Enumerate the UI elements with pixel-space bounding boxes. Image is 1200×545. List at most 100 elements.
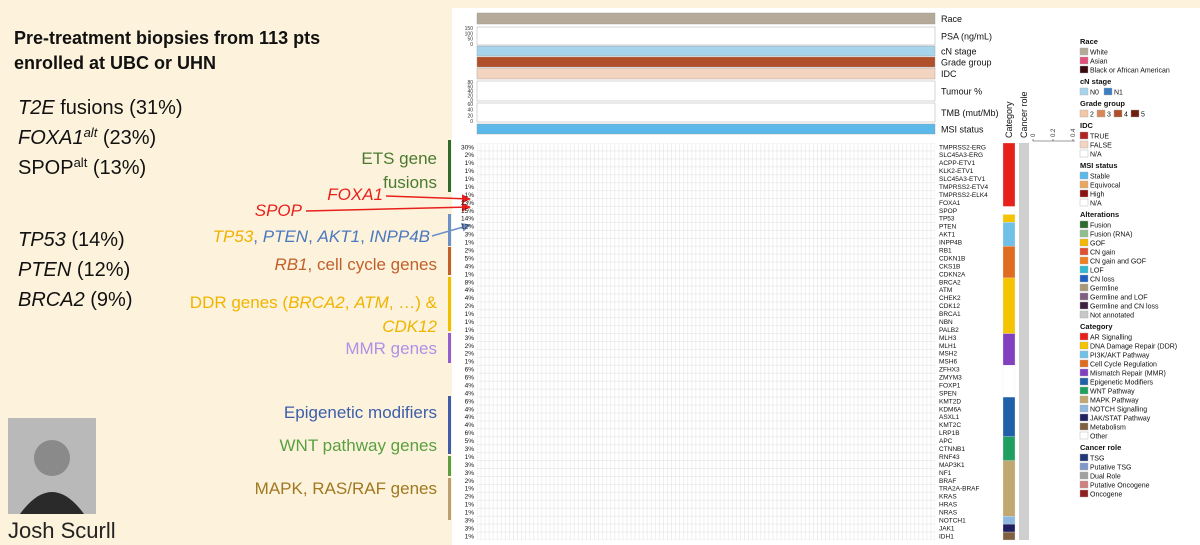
gene-label: ACPP-ETV1	[939, 160, 976, 167]
gene-label: SLC45A3-ETV1	[939, 176, 986, 183]
row-percent: 6%	[465, 375, 475, 382]
legend-swatch	[1079, 109, 1089, 118]
row-percent: 1%	[465, 359, 475, 366]
legend-label: Putative Oncogene	[1090, 482, 1150, 489]
gene-label: PTEN	[939, 224, 957, 231]
annotation-track	[476, 123, 936, 135]
track-tick-label: 20	[467, 94, 473, 100]
text-piece: DDR genes (	[190, 293, 289, 312]
legend-swatch	[1079, 431, 1089, 440]
gene-label: TRA2A-BRAF	[939, 486, 979, 493]
legend-label: Not annotated	[1090, 312, 1134, 319]
legend-swatch	[1079, 471, 1089, 480]
text-piece: , …) &	[389, 293, 438, 312]
legend-swatch	[1079, 462, 1089, 471]
annotation-track	[476, 45, 936, 57]
text-piece: TP53	[213, 227, 254, 246]
legend-swatch	[1079, 422, 1089, 431]
group-bars	[448, 140, 451, 520]
row-percent: 1%	[465, 510, 475, 517]
annotation: fusions	[383, 173, 437, 192]
row-percent: 4%	[465, 406, 475, 413]
row-percent: 1%	[465, 176, 475, 183]
text-piece: INPP4B	[370, 227, 430, 246]
gene-label: TP53	[939, 216, 955, 223]
legend-swatch	[1079, 238, 1089, 247]
text-piece: PTEN	[263, 227, 309, 246]
track-label: Tumour %	[941, 87, 982, 97]
highlight: FOXA1alt (23%)	[18, 125, 156, 150]
category-block	[1002, 222, 1016, 247]
legend-swatch	[1079, 283, 1089, 292]
text-piece: fusions (31%)	[55, 97, 183, 119]
gene-label: MSH6	[939, 359, 957, 366]
legend-swatch	[1079, 386, 1089, 395]
text-piece: PTEN	[18, 259, 72, 281]
annotation-track	[476, 12, 936, 25]
legend-swatch	[1079, 350, 1089, 359]
legend-swatch	[1079, 332, 1089, 341]
track-label: Race	[941, 14, 962, 24]
gene-label: BRCA2	[939, 279, 961, 286]
legend-label: CN gain and GOF	[1090, 258, 1146, 265]
text-piece: ,	[308, 227, 317, 246]
text-piece: fusions	[383, 173, 437, 192]
row-percent: 2%	[465, 247, 475, 254]
category-block	[1002, 396, 1016, 437]
gene-label: NOTCH1	[939, 517, 966, 524]
row-percent: 1%	[465, 184, 475, 191]
legend-label: White	[1090, 49, 1108, 56]
legend-swatch	[1079, 47, 1089, 56]
annotation: MAPK, RAS/RAF genes	[255, 479, 437, 498]
text-piece: SPOP	[18, 157, 74, 179]
legend-label: 5	[1141, 111, 1145, 118]
text-piece: MAPK, RAS/RAF genes	[255, 479, 437, 498]
row-percent: 1%	[465, 311, 475, 318]
legend-label: Germline	[1090, 285, 1119, 292]
track-tick-label: 50	[467, 37, 473, 43]
row-percent: 3%	[465, 462, 475, 469]
row-percent: 1%	[465, 160, 475, 167]
row-percent: 2%	[465, 343, 475, 350]
legend-swatch	[1079, 140, 1089, 149]
legend-swatch	[1079, 292, 1089, 301]
legend-title: Category	[1080, 322, 1113, 331]
column-header: Category	[1004, 101, 1014, 138]
gene-label: MAP3K1	[939, 462, 965, 469]
slide-title: enrolled at UBC or UHN	[14, 53, 216, 73]
track-label: PSA (ng/mL)	[941, 32, 992, 42]
legend-label: Dual Role	[1090, 473, 1121, 480]
annotation-track	[476, 80, 936, 102]
category-block	[1002, 246, 1016, 279]
category-block	[1002, 531, 1016, 541]
legend-label: N1	[1114, 89, 1123, 96]
legend-label: CN gain	[1090, 249, 1115, 256]
category-block	[1002, 206, 1016, 215]
annotation-track	[476, 102, 936, 123]
legend-label: NOTCH Signalling	[1090, 406, 1147, 413]
gene-label: TMPRSS2-ETV4	[939, 184, 989, 191]
track-tick-label: 150	[465, 26, 474, 32]
text-piece: ,	[360, 227, 369, 246]
row-percent: 1%	[465, 454, 475, 461]
legend-label: 4	[1124, 111, 1128, 118]
gene-label: TMPRSS2-ELK4	[939, 192, 988, 199]
legend-swatch	[1079, 171, 1089, 180]
gene-label: FOXP1	[939, 382, 961, 389]
gene-label: MLH1	[939, 343, 957, 350]
legend-swatch	[1079, 413, 1089, 422]
gene-label: MSH2	[939, 351, 957, 358]
row-percent: 1%	[465, 533, 475, 540]
row-percent: 1%	[465, 192, 475, 199]
row-percent: 3%	[465, 470, 475, 477]
track-tick-label: 100	[465, 31, 474, 37]
text-piece: AKT1	[317, 227, 361, 246]
text-piece: (14%)	[66, 229, 125, 251]
legend-label: TRUE	[1090, 133, 1109, 140]
track-label: IDC	[941, 69, 957, 79]
gene-label: CKS1B	[939, 263, 960, 270]
legend-swatch	[1079, 368, 1089, 377]
legend-label: CN loss	[1090, 276, 1115, 283]
legend-swatch	[1079, 395, 1089, 404]
legend-swatch	[1079, 489, 1089, 498]
